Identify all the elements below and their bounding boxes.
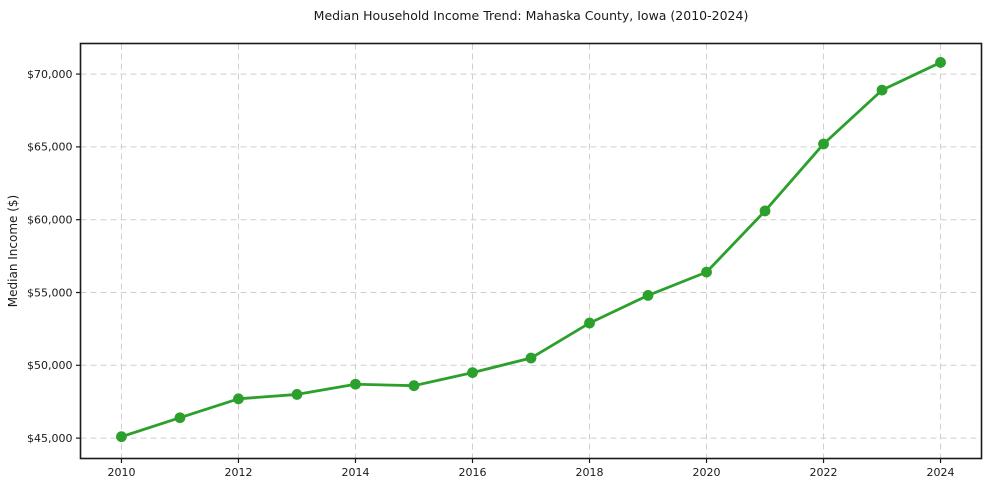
data-point-marker bbox=[408, 380, 420, 392]
y-tick-label: $60,000 bbox=[27, 213, 73, 226]
chart-title: Median Household Income Trend: Mahaska C… bbox=[313, 8, 749, 23]
x-tick-label: 2012 bbox=[224, 466, 252, 479]
data-point-marker bbox=[876, 84, 888, 96]
data-line bbox=[120, 61, 942, 439]
x-tick-label: 2018 bbox=[576, 466, 604, 479]
data-point-marker bbox=[818, 138, 829, 150]
x-tick-label: 2020 bbox=[693, 466, 721, 479]
y-tick-label: $55,000 bbox=[27, 286, 73, 299]
y-tick-label: $70,000 bbox=[27, 68, 73, 81]
data-point-marker bbox=[701, 266, 712, 278]
data-point-marker bbox=[525, 352, 537, 364]
data-point-marker bbox=[759, 205, 771, 217]
data-point-marker bbox=[642, 290, 654, 301]
y-tick-label: $50,000 bbox=[27, 359, 73, 372]
data-point-marker bbox=[350, 378, 361, 390]
x-tick-label: 2016 bbox=[458, 466, 486, 479]
x-tick-label: 2022 bbox=[810, 466, 838, 479]
data-point-marker bbox=[116, 431, 127, 443]
y-tick-label: $65,000 bbox=[27, 141, 73, 154]
data-point-marker bbox=[291, 389, 303, 400]
data-point-marker bbox=[174, 412, 186, 424]
y-axis-label-text: Median Income ($) bbox=[6, 194, 20, 308]
plot-border bbox=[79, 42, 983, 460]
x-tick-label: 2010 bbox=[107, 466, 135, 479]
data-point-marker bbox=[467, 367, 478, 378]
data-point-marker bbox=[935, 57, 946, 68]
data-point-marker bbox=[233, 393, 244, 405]
x-tick-label: 2014 bbox=[341, 466, 369, 479]
data-point-marker bbox=[584, 317, 595, 329]
y-tick-label: $45,000 bbox=[27, 432, 73, 445]
x-tick-label: 2024 bbox=[927, 466, 955, 479]
